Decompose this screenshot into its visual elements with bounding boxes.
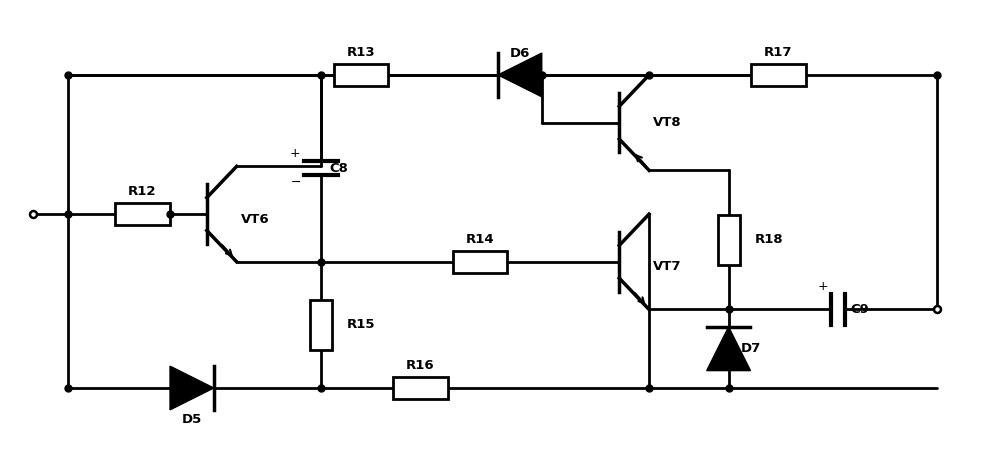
Polygon shape: [170, 366, 214, 410]
Text: D6: D6: [510, 47, 530, 60]
Text: C8: C8: [329, 162, 348, 175]
Text: R13: R13: [347, 46, 375, 59]
Bar: [393, 377, 448, 399]
Text: R12: R12: [128, 185, 156, 198]
Polygon shape: [707, 327, 750, 370]
Bar: [115, 203, 170, 225]
Text: D5: D5: [182, 413, 202, 426]
Bar: [310, 300, 332, 350]
Text: VT7: VT7: [653, 260, 682, 273]
Text: VT8: VT8: [653, 116, 682, 129]
Text: R14: R14: [466, 233, 494, 246]
Bar: [718, 215, 740, 265]
Polygon shape: [498, 53, 542, 97]
Text: R18: R18: [754, 233, 783, 247]
Text: +: +: [817, 280, 828, 292]
Text: C9: C9: [851, 303, 870, 316]
Text: R17: R17: [764, 46, 793, 59]
Text: D7: D7: [741, 342, 761, 355]
Text: +: +: [290, 148, 301, 160]
Bar: [334, 64, 388, 86]
Bar: [453, 251, 507, 273]
Bar: [751, 64, 806, 86]
Text: R15: R15: [347, 318, 375, 331]
Text: VT6: VT6: [241, 212, 269, 226]
Text: −: −: [290, 176, 301, 189]
Text: R16: R16: [406, 359, 435, 372]
